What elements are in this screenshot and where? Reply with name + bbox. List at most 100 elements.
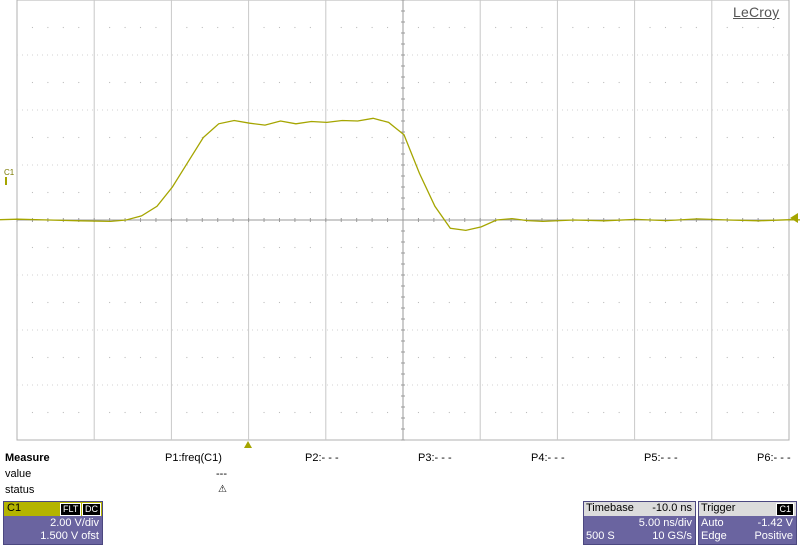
grid-dot (201, 411, 203, 414)
grid-dot (649, 246, 651, 249)
grid-dot (356, 301, 358, 304)
trigger-type: Edge (701, 530, 727, 542)
grid-dot (772, 136, 775, 139)
grid-dot (417, 301, 420, 304)
grid-dot (155, 26, 157, 29)
grid-dot (217, 136, 219, 139)
grid-dot (232, 81, 234, 84)
grid-dot (356, 411, 358, 414)
grid-dot (186, 301, 188, 304)
grid-dot (263, 26, 265, 29)
grid-dot (139, 246, 142, 249)
grid-dot (448, 81, 450, 84)
grid-dot (572, 136, 574, 139)
grid-dot (31, 26, 34, 29)
grid-dot (232, 246, 234, 249)
grid-dot (155, 81, 157, 84)
grid-dot (309, 356, 311, 359)
grid-dot (109, 246, 111, 249)
grid-dot (757, 356, 759, 359)
param-p3-label[interactable]: P3:- - - (418, 452, 452, 464)
grid-dot (309, 191, 311, 194)
param-p1-label[interactable]: P1:freq(C1) (165, 452, 222, 464)
grid-dot (340, 411, 342, 414)
grid-dot (726, 246, 728, 249)
grid-dot (664, 191, 667, 194)
grid-dot (263, 356, 265, 359)
grid-dot (757, 411, 759, 414)
param-p6-label[interactable]: P6:- - - (757, 452, 791, 464)
grid-dot (572, 356, 574, 359)
grid-dot (78, 411, 80, 414)
grid-dot (649, 356, 651, 359)
grid-dot (124, 26, 126, 29)
grid-dot (78, 246, 80, 249)
trigger-level-marker-icon[interactable] (790, 213, 798, 223)
grid-dot (263, 246, 265, 249)
param-p4-label[interactable]: P4:- - - (531, 452, 565, 464)
grid-dot (664, 246, 667, 249)
grid-dot (603, 246, 605, 249)
grid-dot (278, 246, 281, 249)
grid-dot (495, 26, 497, 29)
grid-dot (464, 301, 466, 304)
grid-dot (386, 136, 389, 139)
grid-dot (433, 411, 435, 414)
channel-name: C1 (7, 502, 22, 514)
grid-dot (186, 246, 188, 249)
sample-rate: 10 GS/s (652, 530, 692, 542)
grid-dot (618, 136, 620, 139)
grid-dot (525, 411, 528, 414)
grid-dot (309, 26, 311, 29)
grid-dot (31, 191, 34, 194)
param-p5-label[interactable]: P5:- - - (644, 452, 678, 464)
channel-c1-panel[interactable]: C1 FLT DC 2.00 V/div 1.500 V ofst (3, 501, 103, 545)
grid-dot (155, 301, 157, 304)
grid-dot (217, 191, 219, 194)
grid-dot (109, 356, 111, 359)
grid-dot (356, 26, 358, 29)
grid-dot (340, 301, 342, 304)
grid-dot (772, 301, 775, 304)
grid-dot (510, 301, 512, 304)
grid-dot (448, 26, 450, 29)
timebase-panel[interactable]: Timebase -10.0 ns 5.00 ns/div 500 S 10 G… (583, 501, 696, 545)
grid-dot (742, 81, 744, 84)
grid-dot (62, 301, 64, 304)
grid-dot (232, 411, 234, 414)
trigger-mode: Auto (701, 517, 724, 529)
grid-dot (742, 411, 744, 414)
grid-dot (340, 191, 342, 194)
measure-title[interactable]: Measure (5, 452, 50, 464)
grid-dot (572, 191, 574, 194)
grid-dot (124, 136, 126, 139)
grid-dot (417, 136, 420, 139)
grid-dot (340, 356, 342, 359)
param-p2-label[interactable]: P2:- - - (305, 452, 339, 464)
channel-panel-header: C1 FLT DC (4, 502, 102, 516)
grid-dot (541, 136, 543, 139)
grid-dot (464, 26, 466, 29)
grid-dot (757, 191, 759, 194)
grid-dot (541, 26, 543, 29)
grid-dot (618, 26, 620, 29)
grid-dot (649, 411, 651, 414)
grid-dot (464, 356, 466, 359)
grid-dot (309, 301, 311, 304)
grid-dot (340, 136, 342, 139)
grid-dot (232, 191, 234, 194)
grid-dot (139, 356, 142, 359)
grid-dot (680, 191, 682, 194)
grid-dot (386, 411, 389, 414)
grid-dot (217, 301, 219, 304)
channel-ground-marker[interactable] (5, 177, 13, 185)
grid-dot (510, 356, 512, 359)
grid-dot (278, 301, 281, 304)
grid-dot (340, 26, 342, 29)
trigger-position-marker-icon[interactable] (244, 441, 252, 448)
trigger-panel[interactable]: Trigger C1 Auto -1.42 V Edge Positive (698, 501, 797, 545)
grid-dot (309, 81, 311, 84)
grid-dot (664, 81, 667, 84)
grid-dot (340, 246, 342, 249)
grid-dot (680, 356, 682, 359)
